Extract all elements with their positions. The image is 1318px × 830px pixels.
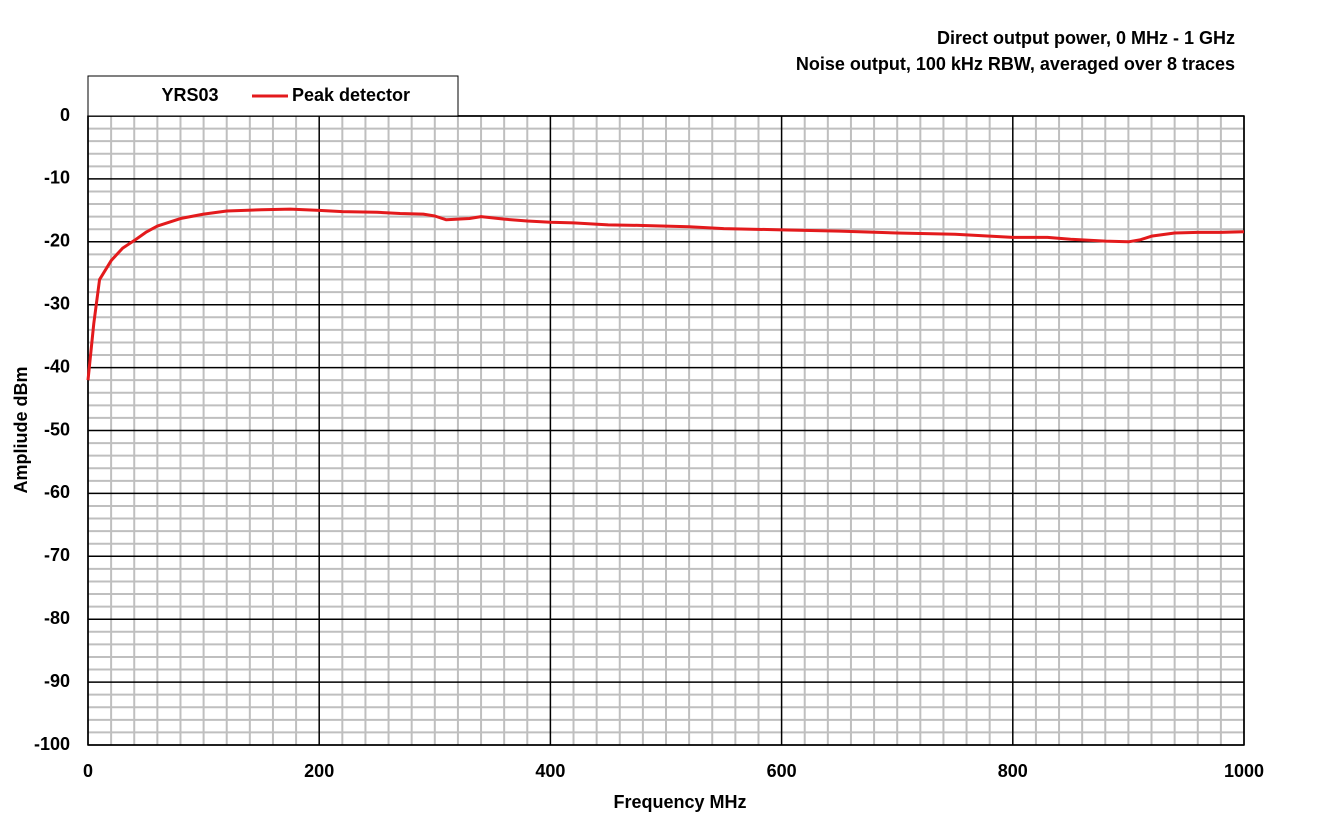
y-tick-label: -60 <box>44 482 70 502</box>
legend-label: Peak detector <box>292 85 410 105</box>
plot-border <box>87 115 1245 746</box>
y-axis-title: Ampliude dBm <box>11 366 31 493</box>
x-tick-label: 800 <box>998 761 1028 781</box>
x-tick-label: 0 <box>83 761 93 781</box>
y-tick-label: -90 <box>44 671 70 691</box>
annotation: Direct output power, 0 MHz - 1 GHz <box>937 28 1235 48</box>
y-tick-label: -20 <box>44 231 70 251</box>
y-tick-label: -100 <box>34 734 70 754</box>
x-tick-label: 600 <box>767 761 797 781</box>
y-tick-label: -80 <box>44 608 70 628</box>
y-tick-label: -30 <box>44 293 70 313</box>
y-tick-label: -40 <box>44 356 70 376</box>
data-line <box>86 207 1245 381</box>
data <box>86 207 1245 381</box>
annotation: Noise output, 100 kHz RBW, averaged over… <box>796 54 1235 74</box>
legend-title: YRS03 <box>161 85 218 105</box>
y-tick-label: -10 <box>44 168 70 188</box>
x-tick-label: 200 <box>304 761 334 781</box>
y-tick-label: 0 <box>60 105 70 125</box>
x-tick-label: 400 <box>535 761 565 781</box>
x-axis-title: Frequency MHz <box>613 792 746 812</box>
grid <box>87 115 1245 746</box>
y-tick-label: -70 <box>44 545 70 565</box>
y-tick-label: -50 <box>44 419 70 439</box>
x-tick-label: 1000 <box>1224 761 1264 781</box>
